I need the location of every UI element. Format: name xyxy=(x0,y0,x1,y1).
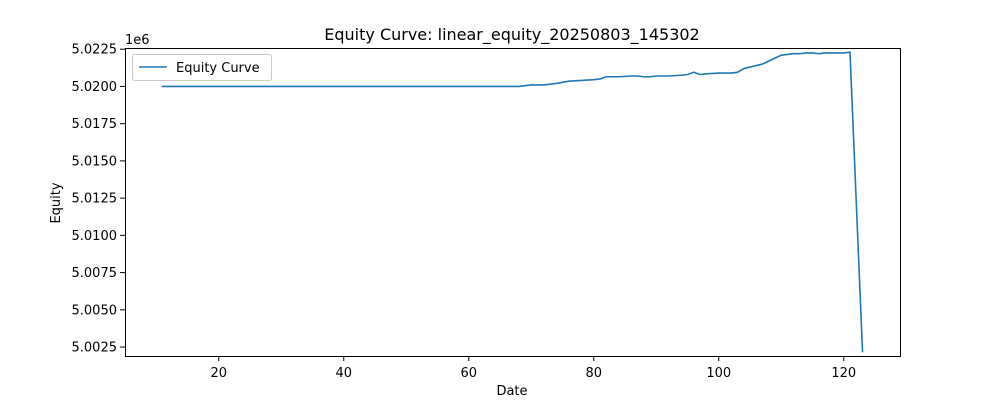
y-tick-label: 5.0125 xyxy=(72,192,118,207)
x-axis: 20 40 60 80 100 120 xyxy=(210,356,856,381)
y-offset-label: 1e6 xyxy=(125,33,150,48)
x-axis-label: Date xyxy=(496,384,527,399)
x-tick-label: 20 xyxy=(210,366,227,381)
y-tick-label: 5.0150 xyxy=(72,154,118,169)
legend: Equity Curve xyxy=(132,54,272,81)
y-axis: 5.0025 5.0050 5.0075 5.0100 5.0125 5.0150 5.01… xyxy=(72,43,125,356)
series-layer xyxy=(161,51,864,353)
x-tick-label: 80 xyxy=(585,366,602,381)
y-tick-label: 5.0200 xyxy=(72,80,118,95)
y-tick-label: 5.0100 xyxy=(72,229,118,244)
y-tick-label: 5.0025 xyxy=(72,341,118,356)
x-tick-label: 60 xyxy=(460,366,477,381)
legend-frame xyxy=(132,54,272,81)
series-line-equity-curve xyxy=(161,51,864,353)
x-tick-label: 120 xyxy=(831,366,856,381)
y-axis-label: Equity xyxy=(49,182,64,223)
x-tick-label: 40 xyxy=(335,366,352,381)
y-tick-label: 5.0175 xyxy=(72,117,118,132)
y-tick-label: 5.0225 xyxy=(72,43,118,58)
y-tick-label: 5.0050 xyxy=(72,303,118,318)
legend-label: Equity Curve xyxy=(176,61,260,76)
y-tick-label: 5.0075 xyxy=(72,266,118,281)
x-tick-label: 100 xyxy=(706,366,731,381)
chart-title: Equity Curve: linear_equity_20250803_145… xyxy=(324,25,699,45)
plot-frame xyxy=(125,48,901,357)
